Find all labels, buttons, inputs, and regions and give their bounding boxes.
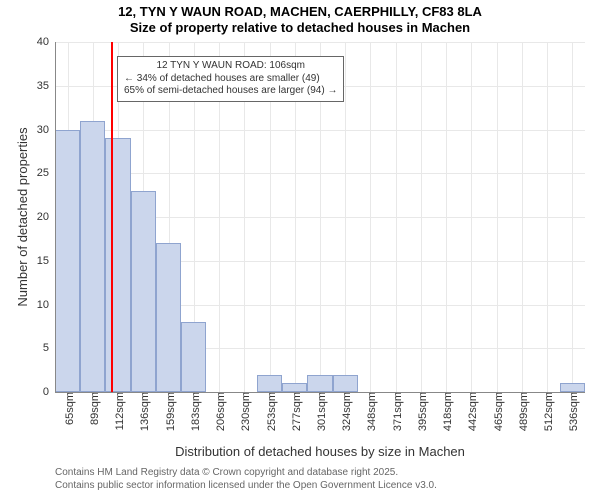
y-axis-label: Number of detached properties [15,42,30,392]
property-marker-line [111,42,113,392]
x-tick-label: 489sqm [514,392,530,431]
gridline-v [572,42,573,392]
x-tick-label: 230sqm [236,392,252,431]
footer-line2: Contains public sector information licen… [55,479,437,492]
chart-title: 12, TYN Y WAUN ROAD, MACHEN, CAERPHILLY,… [0,4,600,37]
y-tick-label: 20 [37,211,55,223]
x-tick-label: 136sqm [135,392,151,431]
gridline-v [522,42,523,392]
footer-line1: Contains HM Land Registry data © Crown c… [55,466,437,479]
histogram-chart: { "title": { "line1": "12, TYN Y WAUN RO… [0,0,600,500]
y-tick-label: 15 [37,255,55,267]
histogram-bar [131,191,156,392]
chart-footer: Contains HM Land Registry data © Crown c… [55,466,437,492]
callout-box: 12 TYN Y WAUN ROAD: 106sqm← 34% of detac… [117,56,344,102]
histogram-bar [181,322,206,392]
y-tick-label: 0 [43,386,55,398]
x-tick-label: 465sqm [489,392,505,431]
x-tick-label: 301sqm [312,392,328,431]
x-tick-label: 159sqm [161,392,177,431]
callout-line1: 12 TYN Y WAUN ROAD: 106sqm [124,60,337,73]
x-axis-label: Distribution of detached houses by size … [55,444,585,459]
histogram-bar [105,138,130,392]
x-tick-label: 512sqm [539,392,555,431]
x-tick-label: 277sqm [287,392,303,431]
x-tick-label: 183sqm [186,392,202,431]
histogram-bar [333,375,358,393]
callout-line2: ← 34% of detached houses are smaller (49… [124,73,337,86]
x-tick-label: 253sqm [262,392,278,431]
x-tick-label: 324sqm [337,392,353,431]
y-tick-label: 40 [37,36,55,48]
x-tick-label: 418sqm [438,392,454,431]
x-axis-line [55,392,585,393]
gridline-v [547,42,548,392]
chart-title-line2: Size of property relative to detached ho… [0,20,600,36]
x-tick-label: 65sqm [60,392,76,425]
x-tick-label: 395sqm [413,392,429,431]
histogram-bar [307,375,332,393]
gridline-v [345,42,346,392]
plot-area: 051015202530354065sqm89sqm112sqm136sqm15… [55,42,585,392]
gridline-v [471,42,472,392]
x-tick-label: 442sqm [463,392,479,431]
gridline-v [421,42,422,392]
x-tick-label: 206sqm [211,392,227,431]
y-tick-label: 25 [37,167,55,179]
histogram-bar [80,121,105,392]
gridline-v [370,42,371,392]
x-tick-label: 348sqm [362,392,378,431]
y-tick-label: 5 [43,342,55,354]
histogram-bar [156,243,181,392]
histogram-bar [282,383,307,392]
y-tick-label: 10 [37,299,55,311]
x-tick-label: 112sqm [110,392,126,430]
y-axis-line [55,42,56,392]
gridline-v [446,42,447,392]
y-tick-label: 30 [37,124,55,136]
histogram-bar [55,130,80,393]
callout-line3: 65% of semi-detached houses are larger (… [124,85,337,98]
histogram-bar [560,383,585,392]
y-tick-label: 35 [37,80,55,92]
x-tick-label: 89sqm [85,392,101,425]
gridline-v [497,42,498,392]
x-tick-label: 371sqm [388,392,404,431]
x-tick-label: 536sqm [564,392,580,431]
histogram-bar [257,375,282,393]
chart-title-line1: 12, TYN Y WAUN ROAD, MACHEN, CAERPHILLY,… [0,4,600,20]
gridline-v [396,42,397,392]
